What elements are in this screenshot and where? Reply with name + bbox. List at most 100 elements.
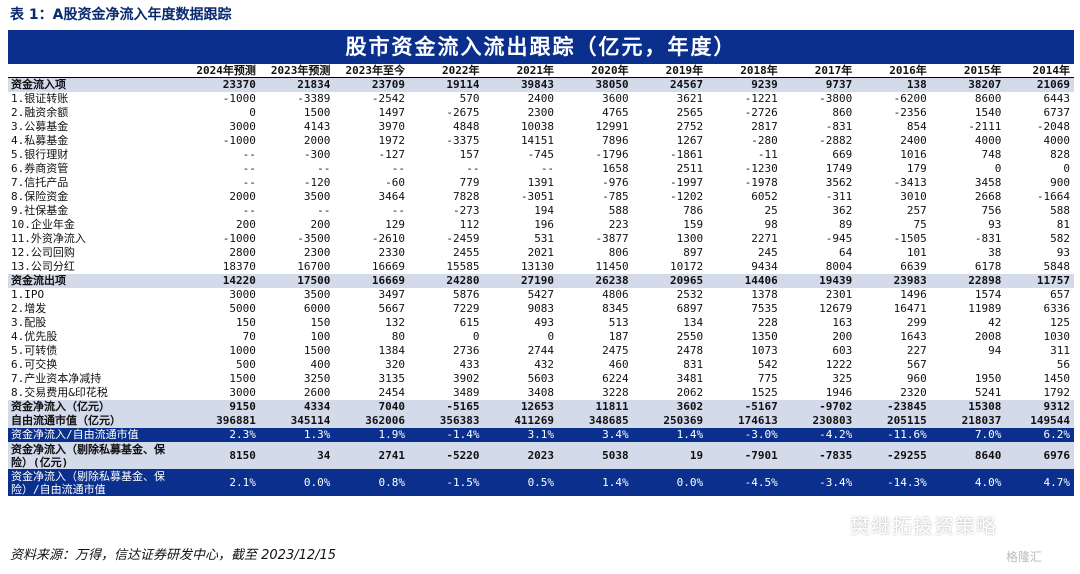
row-label: 9.社保基金 bbox=[11, 204, 69, 217]
publisher-logo: 格隆汇 bbox=[1006, 550, 1043, 564]
value-cell: 14406 bbox=[707, 274, 782, 288]
value-cell: 1300 bbox=[676, 232, 704, 245]
value-cell: 311 bbox=[1050, 344, 1070, 357]
value-cell: 64 bbox=[839, 246, 853, 259]
value-cell: 860 bbox=[832, 106, 853, 119]
value-cell: 218037 bbox=[930, 414, 1006, 428]
value-cell: 19439 bbox=[781, 274, 857, 288]
value-cell: 9239 bbox=[707, 77, 782, 92]
value-cell: -280 bbox=[751, 134, 778, 147]
value-cell: 1643 bbox=[900, 330, 927, 343]
value-cell: -2111 bbox=[968, 120, 1002, 133]
row-label: 8.保险资金 bbox=[11, 190, 69, 203]
value-cell: 93 bbox=[988, 218, 1002, 231]
value-cell: 100 bbox=[310, 330, 331, 343]
table-row: 资金净流入（剔除私募基金、保险）(亿元) 8150 34 2741 -5220 2023 5… bbox=[8, 442, 1074, 469]
value-cell: 2550 bbox=[676, 330, 704, 343]
value-cell: 1378 bbox=[751, 288, 778, 301]
value-cell: 3497 bbox=[378, 288, 405, 301]
value-cell: 8600 bbox=[974, 92, 1002, 105]
value-cell: -1997 bbox=[670, 176, 704, 189]
value-cell: 0 bbox=[472, 330, 480, 343]
value-cell: 2511 bbox=[676, 162, 704, 175]
value-cell: 493 bbox=[534, 316, 555, 329]
value-cell: 7040 bbox=[334, 400, 409, 414]
value-cell: 2454 bbox=[378, 386, 405, 399]
value-cell: 1350 bbox=[751, 330, 778, 343]
value-cell: 3228 bbox=[602, 386, 629, 399]
table-row: 资金净流入（剔除私募基金、保险）/自由流通市值 2.1% 0.0% 0.8% -1.5%… bbox=[8, 469, 1074, 496]
value-cell: 411269 bbox=[483, 414, 559, 428]
value-cell: 4806 bbox=[602, 288, 629, 301]
table-row: 13.公司分红 18370 16700 16669 15585 13130 11450 101… bbox=[8, 260, 1074, 274]
value-cell: 16669 bbox=[334, 274, 409, 288]
value-cell: 362 bbox=[832, 204, 853, 217]
value-cell: 6639 bbox=[900, 260, 927, 273]
value-cell: 200 bbox=[310, 218, 331, 231]
value-cell: 1574 bbox=[974, 288, 1002, 301]
value-cell: 149544 bbox=[1005, 414, 1074, 428]
value-cell: 1384 bbox=[378, 344, 405, 357]
value-cell bbox=[931, 358, 1006, 372]
header-cell-year: 2022年 bbox=[408, 64, 484, 78]
value-cell: 615 bbox=[459, 316, 480, 329]
row-label: 13.公司分红 bbox=[11, 260, 75, 273]
value-cell: 5876 bbox=[453, 288, 480, 301]
value-cell: 12653 bbox=[483, 400, 559, 414]
table-row: 3.公募基金 3000 4143 3970 4848 10038 12991 2752 2817… bbox=[8, 120, 1074, 134]
table-row: 8.交易费用&印花税 3000 2600 2454 3489 3408 3228 2062 15… bbox=[8, 386, 1074, 400]
data-table-frame: 股市资金流入流出跟踪（亿元，年度） 2024年预测 2023年预测 2023年至今 2… bbox=[8, 30, 1074, 496]
value-cell: 6052 bbox=[751, 190, 778, 203]
value-cell: 6000 bbox=[303, 302, 331, 315]
value-cell: -1796 bbox=[595, 148, 629, 161]
value-cell: 1450 bbox=[1043, 372, 1071, 385]
value-cell: -1000 bbox=[222, 232, 256, 245]
value-cell: 38050 bbox=[558, 77, 633, 92]
value-cell: 1500 bbox=[303, 106, 331, 119]
value-cell: 432 bbox=[534, 358, 555, 371]
value-cell: 245 bbox=[757, 246, 778, 259]
value-cell: -1000 bbox=[222, 134, 256, 147]
value-cell: -1.5% bbox=[408, 469, 484, 496]
value-cell: 14220 bbox=[185, 274, 260, 288]
value-cell: -11 bbox=[757, 148, 778, 161]
value-cell: 570 bbox=[459, 92, 480, 105]
table-row: 3.配股 150 150 132 615 493 513 134 228 163 299 42 125 bbox=[8, 316, 1074, 330]
value-cell: 6737 bbox=[1043, 106, 1071, 119]
value-cell: 1972 bbox=[378, 134, 405, 147]
value-cell: 1222 bbox=[825, 358, 853, 371]
value-cell: 3000 bbox=[229, 386, 256, 399]
value-cell: -9702 bbox=[781, 400, 857, 414]
value-cell: 9737 bbox=[781, 77, 857, 92]
row-label: 4.优先股 bbox=[11, 330, 58, 343]
value-cell: 75 bbox=[913, 218, 927, 231]
value-cell: 2744 bbox=[527, 344, 555, 357]
value-cell: 356383 bbox=[408, 414, 484, 428]
table-row: 1.银证转账 -1000 -3389 -2542 570 2400 3600 3621 -122… bbox=[8, 92, 1074, 106]
value-cell: 1073 bbox=[751, 344, 778, 357]
value-cell: 0.8% bbox=[334, 469, 409, 496]
value-cell: 14151 bbox=[520, 134, 555, 147]
value-cell: 10172 bbox=[670, 260, 704, 273]
value-cell: 112 bbox=[459, 218, 480, 231]
table-row: 2.融资余额 0 1500 1497 -2675 2300 4765 2565 -2726 860… bbox=[8, 106, 1074, 120]
value-cell: 194 bbox=[534, 204, 555, 217]
value-cell: 1016 bbox=[900, 148, 927, 161]
value-cell: -3800 bbox=[819, 92, 853, 105]
value-cell: -5165 bbox=[408, 400, 484, 414]
value-cell: 2330 bbox=[378, 246, 405, 259]
value-cell: 94 bbox=[988, 344, 1002, 357]
row-label: 资金净流入（剔除私募基金、保险）/自由流通市值 bbox=[8, 469, 186, 496]
value-cell: 3562 bbox=[825, 176, 853, 189]
value-cell: 15308 bbox=[930, 400, 1006, 414]
value-cell: -6200 bbox=[893, 92, 927, 105]
value-cell: 1.4% bbox=[558, 469, 633, 496]
value-cell: 34 bbox=[259, 442, 335, 469]
value-cell: 2600 bbox=[303, 386, 331, 399]
value-cell: 3.1% bbox=[483, 428, 559, 442]
value-cell: 6443 bbox=[1043, 92, 1071, 105]
value-cell: -29255 bbox=[856, 442, 931, 469]
value-cell: 187 bbox=[608, 330, 629, 343]
value-cell: 3500 bbox=[303, 190, 331, 203]
value-cell: 2475 bbox=[602, 344, 629, 357]
